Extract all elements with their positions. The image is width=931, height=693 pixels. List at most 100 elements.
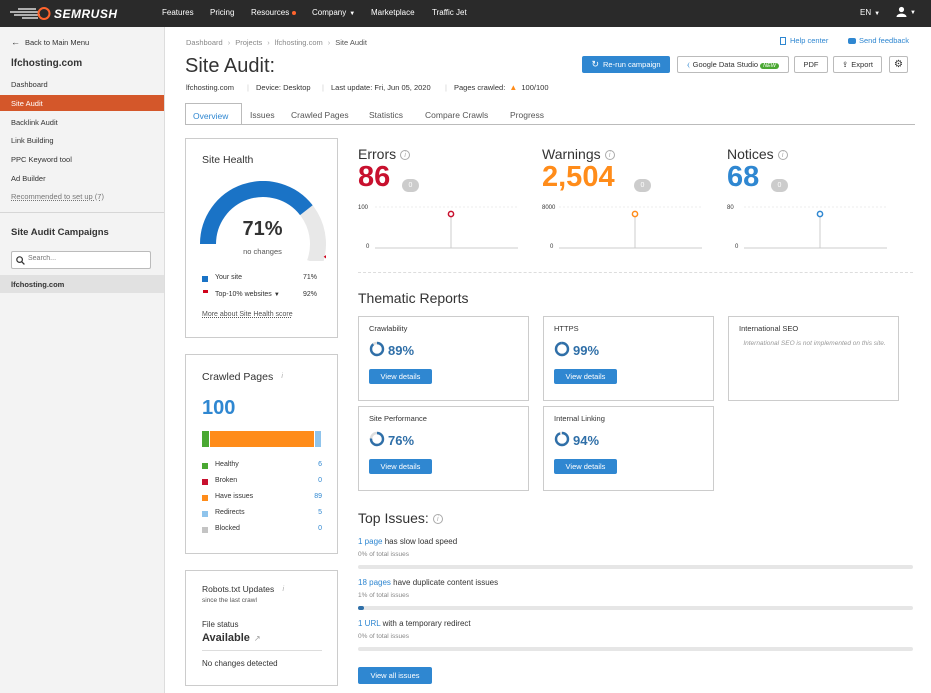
legend-value[interactable]: 0: [318, 477, 322, 484]
legend-value[interactable]: 6: [318, 461, 322, 468]
view-details-button[interactable]: View details: [369, 369, 432, 384]
issue-share: 0% of total issues: [358, 551, 409, 558]
notices-change-badge: 0: [771, 179, 788, 192]
more-about-site-health-link[interactable]: More about Site Health score: [202, 311, 293, 318]
semrush-logo[interactable]: SEMRUSH: [8, 6, 148, 21]
sparkline-point[interactable]: [631, 210, 639, 218]
tab-progress[interactable]: Progress: [510, 110, 545, 120]
sidebar-item-dashboard[interactable]: Dashboard: [11, 80, 48, 89]
info-icon[interactable]: i: [432, 514, 443, 525]
nav-traffic-jet[interactable]: Traffic Jet: [432, 8, 467, 17]
top10-selector[interactable]: Top-10% websites ▼: [215, 291, 280, 298]
nav-features[interactable]: Features: [162, 8, 194, 17]
legend-value[interactable]: 89: [314, 493, 322, 500]
crawled-stacked-bar: [202, 431, 322, 447]
thematic-score[interactable]: 94%: [573, 433, 600, 448]
view-details-button[interactable]: View details: [554, 459, 617, 474]
sidebar-item-site-audit[interactable]: Site Audit: [0, 95, 164, 111]
robots-card: Robots.txt Updates i since the last crawl…: [185, 570, 338, 686]
sparkline-point[interactable]: [816, 210, 824, 218]
tab-crawled-pages[interactable]: Crawled Pages: [291, 110, 349, 120]
nav-company-label: Company: [312, 8, 347, 17]
tab-issues[interactable]: Issues: [250, 110, 275, 120]
help-center-link[interactable]: Help center: [780, 36, 829, 46]
meta-divider: |: [445, 83, 447, 92]
thematic-score[interactable]: 76%: [388, 433, 415, 448]
chat-icon: [848, 38, 856, 45]
site-health-gauge: [200, 181, 326, 261]
thematic-score[interactable]: 89%: [388, 343, 415, 358]
nav-resources[interactable]: Resources: [251, 8, 297, 17]
sidebar-item-ad-builder[interactable]: Ad Builder: [11, 174, 46, 183]
issue-link[interactable]: 18 pages: [358, 578, 391, 587]
bar-segment-healthy: [202, 431, 211, 447]
errors-count[interactable]: 86: [358, 161, 391, 193]
errors-title: Errors i: [358, 146, 411, 162]
legend-value[interactable]: 0: [318, 525, 322, 532]
errors-sparkline: [375, 206, 518, 249]
nav-pricing[interactable]: Pricing: [210, 8, 235, 17]
crawled-pages-total[interactable]: 100: [202, 397, 236, 419]
project-name: lfchosting.com: [11, 58, 83, 69]
info-icon[interactable]: i: [777, 150, 788, 161]
campaigns-title: Site Audit Campaigns: [11, 227, 109, 238]
info-icon[interactable]: i: [282, 585, 285, 593]
breadcrumb-projects[interactable]: Projects: [235, 38, 263, 47]
axis-min-label: 0: [366, 244, 370, 250]
bar-segment-have-issues: [210, 431, 316, 447]
settings-button[interactable]: ⚙: [889, 56, 908, 73]
notices-count[interactable]: 68: [727, 161, 760, 193]
send-feedback-label: Send feedback: [859, 36, 910, 45]
legend-swatch: [202, 479, 208, 485]
sparkline-point[interactable]: [447, 210, 455, 218]
campaign-search[interactable]: [11, 251, 151, 269]
info-icon[interactable]: i: [281, 373, 283, 381]
tab-compare-crawls[interactable]: Compare Crawls: [425, 110, 489, 120]
google-data-studio-button[interactable]: ⧼ Google Data Studio NEW: [677, 56, 789, 73]
axis-min-label: 0: [735, 244, 739, 250]
back-to-main-menu[interactable]: ← Back to Main Menu: [11, 37, 89, 47]
breadcrumb-project[interactable]: lfchosting.com: [274, 38, 323, 47]
nav-marketplace[interactable]: Marketplace: [371, 8, 415, 17]
issue-link[interactable]: 1 URL: [358, 619, 381, 628]
legend-value[interactable]: 5: [318, 509, 322, 516]
external-link-icon[interactable]: ↗: [253, 634, 261, 643]
send-feedback-link[interactable]: Send feedback: [848, 36, 909, 45]
breadcrumb-dashboard[interactable]: Dashboard: [186, 38, 223, 47]
top10-value: 92%: [302, 291, 317, 298]
bar-segment-redirects: [315, 431, 322, 447]
rerun-campaign-button[interactable]: ↻ Re-run campaign: [582, 56, 670, 73]
search-input[interactable]: [28, 255, 146, 262]
view-details-button[interactable]: View details: [554, 369, 617, 384]
tab-overview[interactable]: Overview: [185, 103, 242, 125]
sidebar-item-backlink-audit[interactable]: Backlink Audit: [11, 118, 58, 127]
book-icon: [780, 37, 786, 46]
your-site-label: Your site: [215, 274, 242, 281]
view-details-button[interactable]: View details: [369, 459, 432, 474]
info-icon[interactable]: i: [400, 150, 411, 161]
thematic-score[interactable]: 99%: [573, 343, 600, 358]
campaign-item[interactable]: lfchosting.com: [0, 275, 164, 293]
campaign-label: lfchosting.com: [11, 280, 65, 289]
nav-company[interactable]: Company ▼: [312, 8, 355, 17]
sidebar-item-ppc-keyword-tool[interactable]: PPC Keyword tool: [11, 155, 72, 164]
issue-progress-bar: [358, 565, 913, 569]
thematic-name: Internal Linking: [554, 414, 605, 423]
thematic-card-site-performance: Site Performance 76% View details: [358, 406, 529, 491]
pdf-button[interactable]: PDF: [794, 56, 828, 73]
view-all-issues-button[interactable]: View all issues: [358, 667, 432, 684]
issue-link[interactable]: 1 page: [358, 537, 383, 546]
recommended-link[interactable]: Recommended to set up (7): [11, 192, 104, 201]
warnings-count[interactable]: 2,504: [542, 161, 615, 193]
language-selector[interactable]: EN ▼: [860, 8, 880, 17]
top-navigation: SEMRUSH Features Pricing Resources Compa…: [0, 0, 931, 27]
export-button[interactable]: ⇪ Export: [833, 56, 882, 73]
tab-statistics[interactable]: Statistics: [369, 110, 404, 120]
score-ring-icon: [369, 341, 385, 357]
info-icon[interactable]: i: [604, 150, 615, 161]
user-menu[interactable]: ▼: [896, 6, 916, 17]
help-center-label: Help center: [790, 36, 829, 45]
sidebar-item-link-building[interactable]: Link Building: [11, 136, 54, 145]
top10-swatch: [203, 290, 208, 293]
back-label: Back to Main Menu: [25, 38, 90, 47]
